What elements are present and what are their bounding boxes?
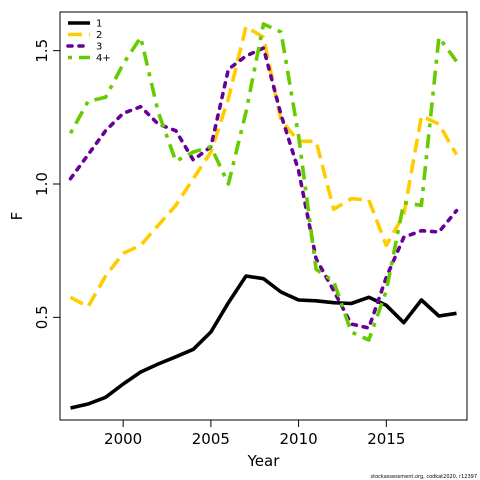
legend-label-4: 4+	[96, 53, 111, 64]
legend-label-3: 3	[96, 42, 102, 53]
x-tick-label: 2010	[279, 430, 317, 448]
y-tick-label: 1.0	[33, 172, 51, 196]
series-line-4	[68, 22, 458, 342]
credit-text: stockassessment.org, codkat2020, r12397	[371, 474, 477, 480]
series-lines	[68, 22, 459, 410]
y-axis-title: F	[8, 212, 26, 221]
x-axis-title: Year	[247, 452, 281, 470]
plot-frame	[59, 11, 468, 421]
x-tick-label: 2000	[104, 430, 142, 448]
x-tick-label: 2015	[367, 430, 405, 448]
legend-label-1: 1	[96, 19, 102, 30]
y-tick-label: 1.5	[33, 39, 51, 63]
legend-label-2: 2	[96, 30, 102, 41]
axes: 2000 2005 2010 2015 0.5 1.0 1.5	[33, 39, 405, 448]
series-line-1	[70, 274, 457, 410]
x-tick-label: 2005	[192, 430, 230, 448]
series-line-3	[68, 46, 459, 330]
series-line-2	[69, 24, 459, 309]
y-tick-label: 0.5	[33, 305, 51, 329]
